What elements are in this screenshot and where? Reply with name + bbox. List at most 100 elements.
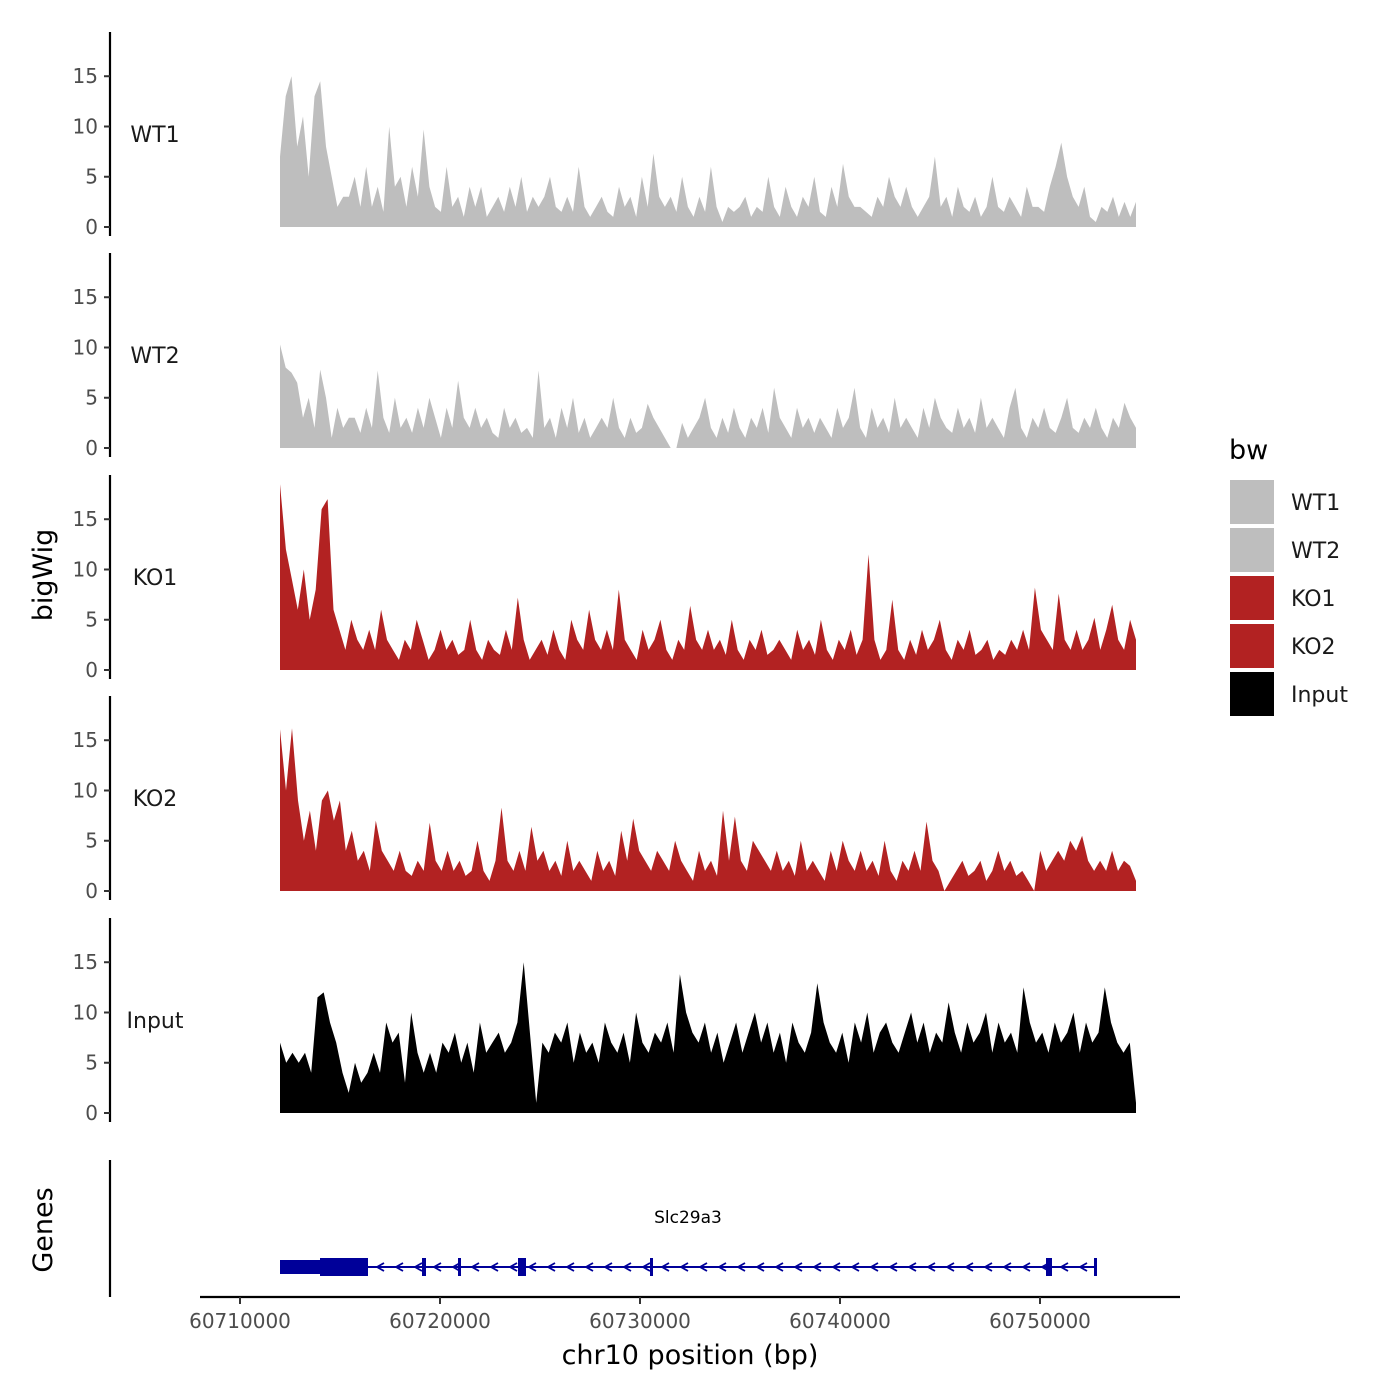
gene-name-label: Slc29a3 xyxy=(654,1208,722,1228)
strand-arrow xyxy=(831,1262,841,1272)
strand-arrow xyxy=(755,1262,765,1272)
legend-title: bw xyxy=(1229,435,1268,466)
area-wt2 xyxy=(280,344,1136,448)
exon xyxy=(320,1258,368,1276)
y-tick-label: 0 xyxy=(85,658,98,682)
y-tick-label: 5 xyxy=(85,608,98,632)
legend-item-input: Input xyxy=(1230,672,1348,716)
strand-arrow xyxy=(945,1262,955,1272)
y-tick-label: 10 xyxy=(73,778,98,802)
y-tick-label: 15 xyxy=(73,728,98,752)
strand-arrow xyxy=(1021,1262,1031,1272)
strand-arrow xyxy=(774,1262,784,1272)
track-input: 0 5 10 15 Input xyxy=(73,918,1136,1125)
x-tick-label: 60710000 xyxy=(189,1309,291,1333)
y-axis-title: bigWig xyxy=(28,529,59,622)
legend-swatch xyxy=(1230,576,1274,620)
strand-arrow xyxy=(394,1262,404,1272)
gene-track: Slc29a3 xyxy=(108,1160,1097,1297)
exon xyxy=(422,1258,426,1276)
track-label: Input xyxy=(127,1009,184,1034)
track-label: WT1 xyxy=(130,123,179,148)
strand-arrow xyxy=(489,1262,499,1272)
y-tick-label: 5 xyxy=(85,1051,98,1075)
track-label: KO2 xyxy=(133,787,178,812)
area-ko2 xyxy=(280,728,1136,891)
y-tick-label: 5 xyxy=(85,829,98,853)
area-ko1 xyxy=(280,484,1136,670)
y-tick-label: 0 xyxy=(85,1101,98,1125)
track-label: KO1 xyxy=(133,566,178,591)
exon xyxy=(280,1260,320,1274)
legend-swatch xyxy=(1230,528,1274,572)
genes-axis-title: Genes xyxy=(28,1187,59,1272)
strand-arrow xyxy=(983,1262,993,1272)
strand-arrow xyxy=(888,1262,898,1272)
y-tick-label: 15 xyxy=(73,64,98,88)
y-tick-label: 0 xyxy=(85,436,98,460)
y-tick-label: 10 xyxy=(73,557,98,581)
track-ko1: 0 5 10 15 KO1 xyxy=(73,475,1136,682)
strand-arrow xyxy=(413,1262,423,1272)
legend-swatch xyxy=(1230,480,1274,524)
strand-arrow xyxy=(584,1262,594,1272)
x-tick-label: 60750000 xyxy=(989,1309,1091,1333)
strand-arrow xyxy=(850,1262,860,1272)
strand-arrow xyxy=(869,1262,879,1272)
strand-arrow xyxy=(812,1262,822,1272)
x-axis-title: chr10 position (bp) xyxy=(562,1340,819,1371)
legend-item-ko2: KO2 xyxy=(1230,624,1336,668)
y-tick-label: 5 xyxy=(85,165,98,189)
y-tick-label: 10 xyxy=(73,1000,98,1024)
exon xyxy=(458,1258,461,1276)
exon xyxy=(650,1258,653,1276)
strand-arrow xyxy=(622,1262,632,1272)
area-input xyxy=(280,962,1136,1113)
strand-arrow xyxy=(793,1262,803,1272)
exon xyxy=(518,1258,526,1276)
strand-arrow xyxy=(736,1262,746,1272)
track-label: WT2 xyxy=(130,344,179,369)
strand-arrow xyxy=(679,1262,689,1272)
strand-arrow xyxy=(546,1262,556,1272)
strand-arrow xyxy=(641,1262,651,1272)
strand-arrow xyxy=(508,1262,518,1272)
strand-arrow xyxy=(527,1262,537,1272)
x-axis: 60710000 60720000 60730000 60740000 60750000 xyxy=(189,1295,1180,1333)
strand-arrow xyxy=(1059,1262,1069,1272)
strand-arrow xyxy=(698,1262,708,1272)
track-ko2: 0 5 10 15 KO2 xyxy=(73,696,1136,903)
y-tick-label: 10 xyxy=(73,114,98,138)
legend-item-ko1: KO1 xyxy=(1230,576,1336,620)
strand-arrow xyxy=(660,1262,670,1272)
legend-label: WT1 xyxy=(1291,491,1340,516)
y-tick-label: 10 xyxy=(73,335,98,359)
track-wt2: 0 5 10 15 WT2 xyxy=(73,253,1136,460)
strand-arrow xyxy=(375,1262,385,1272)
x-tick-label: 60740000 xyxy=(789,1309,891,1333)
strand-arrow xyxy=(964,1262,974,1272)
y-tick-label: 15 xyxy=(73,285,98,309)
legend-label: WT2 xyxy=(1291,539,1340,564)
y-tick-label: 0 xyxy=(85,215,98,239)
exon xyxy=(1046,1258,1052,1276)
strand-arrow xyxy=(1002,1262,1012,1272)
legend-label: KO2 xyxy=(1291,635,1336,660)
strand-arrow xyxy=(470,1262,480,1272)
y-tick-label: 15 xyxy=(73,950,98,974)
coverage-tracks: 0 5 10 15 WT1 0 5 10 15 WT2 0 5 10 15 KO1 0 5 10 15 KO2 0 5 10… xyxy=(73,32,1136,1125)
x-tick-label: 60730000 xyxy=(589,1309,691,1333)
strand-arrow xyxy=(907,1262,917,1272)
y-tick-label: 15 xyxy=(73,507,98,531)
strand-arrow xyxy=(926,1262,936,1272)
legend-swatch xyxy=(1230,624,1274,668)
strand-arrow xyxy=(603,1262,613,1272)
y-tick-label: 0 xyxy=(85,879,98,903)
strand-arrow xyxy=(717,1262,727,1272)
legend: bw WT1 WT2 KO1 KO2 Input xyxy=(1229,435,1348,716)
legend-swatch xyxy=(1230,672,1274,716)
legend-item-wt2: WT2 xyxy=(1230,528,1340,572)
strand-arrow xyxy=(1078,1262,1088,1272)
strand-arrow xyxy=(565,1262,575,1272)
